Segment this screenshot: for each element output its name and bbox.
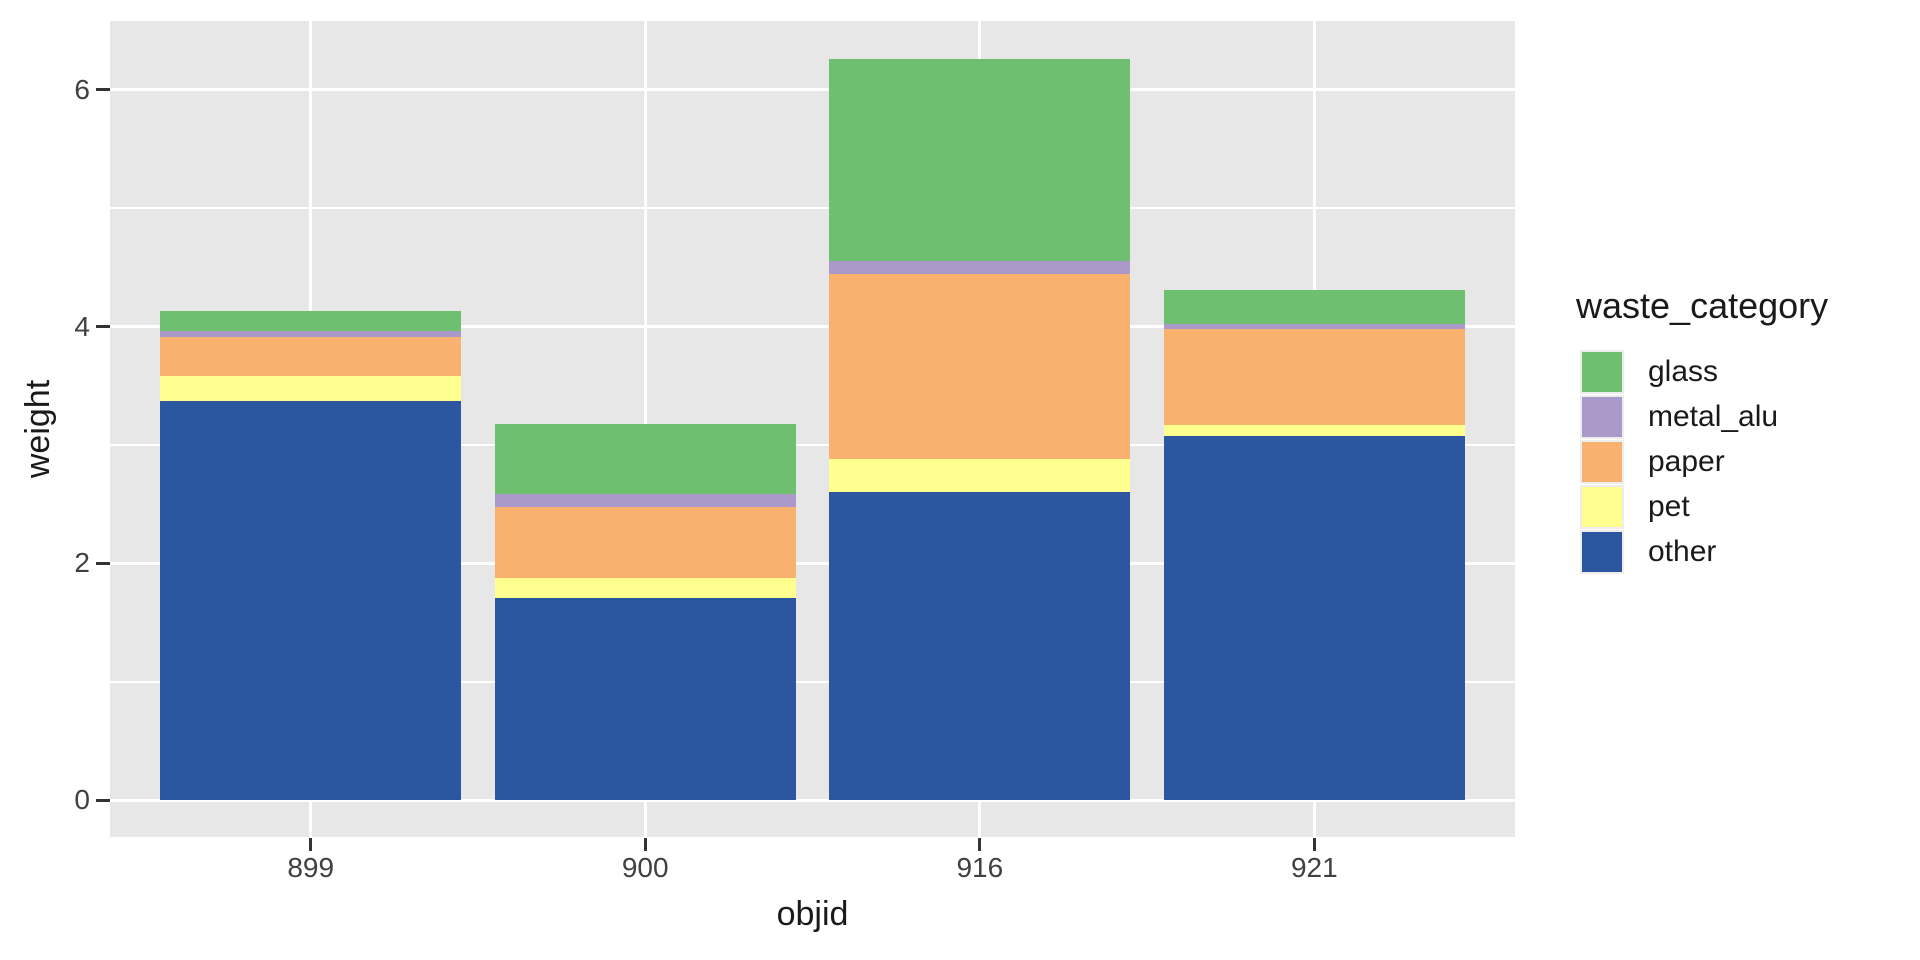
y-tick-mark-0 xyxy=(96,798,110,802)
gridline-minor-y-5 xyxy=(110,207,1515,210)
gridline-minor-y-3 xyxy=(110,444,1515,446)
bar-segment-pet-899 xyxy=(160,376,462,402)
bar-segment-metal_alu-921 xyxy=(1163,324,1465,329)
y-tick-label-6: 6 xyxy=(74,73,90,105)
y-tick-label-2: 2 xyxy=(74,547,90,579)
bar-segment-glass-900 xyxy=(494,423,796,494)
bar-segment-paper-900 xyxy=(494,506,796,578)
legend-swatch-glass xyxy=(1582,352,1622,392)
legend-key-paper xyxy=(1580,440,1624,484)
x-tick-label-916: 916 xyxy=(956,852,1004,883)
bar-segment-paper-916 xyxy=(829,274,1131,460)
bar-segment-metal_alu-900 xyxy=(494,493,796,507)
plot-panel xyxy=(110,21,1515,837)
bar-segment-metal_alu-899 xyxy=(160,331,462,338)
bar-segment-glass-916 xyxy=(829,58,1131,262)
x-tick-mark-921 xyxy=(1312,838,1316,851)
gridline-minor-y-1 xyxy=(110,680,1515,683)
bar-segment-glass-921 xyxy=(1163,289,1465,325)
x-axis-title: objid xyxy=(776,895,849,933)
legend-label-other: other xyxy=(1648,535,1717,568)
gridline-major-y-6 xyxy=(110,88,1515,92)
legend-label-pet: pet xyxy=(1648,490,1690,523)
legend-swatch-paper xyxy=(1582,442,1622,482)
legend-key-metal_alu xyxy=(1580,395,1624,439)
x-tick-label-921: 921 xyxy=(1290,852,1338,883)
x-tick-mark-916 xyxy=(978,838,982,851)
y-tick-mark-6 xyxy=(96,88,110,92)
bar-segment-pet-900 xyxy=(494,577,796,598)
bar-segment-other-899 xyxy=(160,401,462,801)
x-tick-mark-900 xyxy=(643,838,647,851)
legend-label-paper: paper xyxy=(1648,445,1725,478)
bar-segment-pet-916 xyxy=(829,459,1131,493)
legend-swatch-metal_alu xyxy=(1582,397,1622,437)
gridline-major-y-2 xyxy=(110,561,1515,565)
legend-swatch-other xyxy=(1582,532,1622,572)
y-tick-mark-2 xyxy=(96,561,110,565)
legend-label-glass: glass xyxy=(1648,355,1719,388)
gridline-major-y-4 xyxy=(110,325,1515,329)
gridline-major-y-0 xyxy=(110,798,1515,802)
bar-segment-paper-899 xyxy=(160,337,462,377)
bar-segment-glass-899 xyxy=(160,311,462,332)
bar-segment-metal_alu-916 xyxy=(829,261,1131,275)
x-tick-label-900: 900 xyxy=(621,852,669,883)
bar-segment-other-916 xyxy=(829,492,1131,801)
y-axis-title: weight xyxy=(19,379,57,479)
legend-key-glass xyxy=(1580,350,1624,394)
y-tick-label-4: 4 xyxy=(74,310,90,342)
legend-label-metal_alu: metal_alu xyxy=(1648,400,1779,433)
bar-segment-pet-921 xyxy=(1163,424,1465,436)
legend-title: waste_category xyxy=(1576,285,1829,326)
x-tick-mark-899 xyxy=(309,838,313,851)
y-tick-mark-4 xyxy=(96,325,110,329)
bar-segment-other-900 xyxy=(494,597,796,801)
x-tick-label-899: 899 xyxy=(287,852,335,883)
legend-key-other xyxy=(1580,530,1624,574)
bar-segment-paper-921 xyxy=(1163,328,1465,425)
legend-swatch-pet xyxy=(1582,487,1622,527)
y-tick-label-0: 0 xyxy=(74,784,90,816)
bar-segment-other-921 xyxy=(1163,435,1465,801)
legend-key-pet xyxy=(1580,485,1624,529)
